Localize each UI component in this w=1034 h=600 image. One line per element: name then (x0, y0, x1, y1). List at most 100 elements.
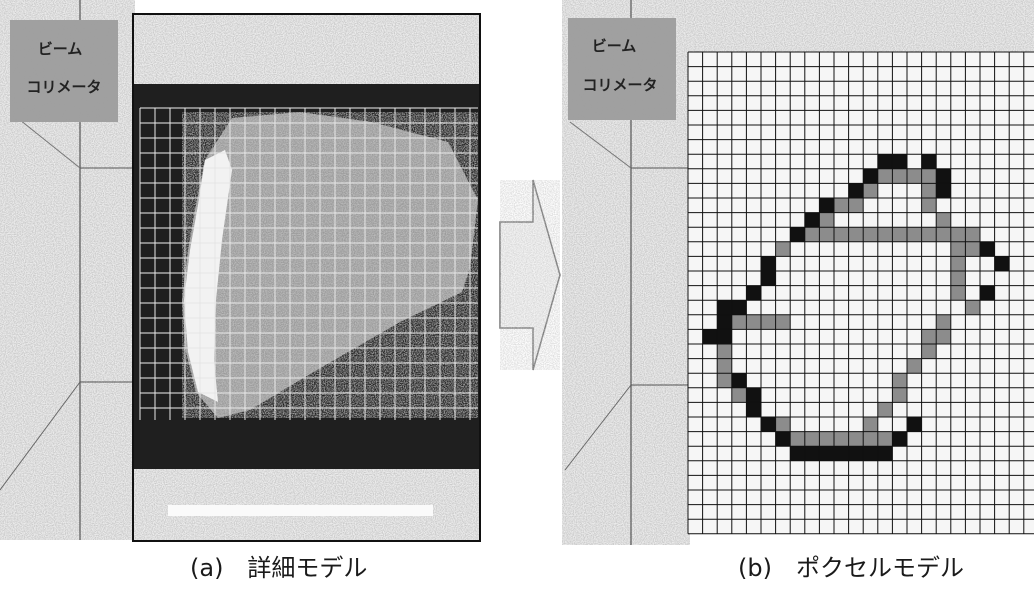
voxel-gray (950, 227, 966, 242)
room-edge-a (19, 119, 81, 169)
voxel-gray (907, 358, 922, 374)
voxel-gray (936, 329, 951, 344)
organ-texture (182, 112, 478, 418)
voxel-gray (965, 227, 980, 242)
voxel-gray (717, 358, 732, 374)
detailed-organ (182, 112, 478, 418)
detailed-mesh-grid (139, 107, 478, 420)
voxel-gray (775, 241, 791, 257)
caption-voxel-model: (b) ポクセルモデル (738, 554, 964, 582)
table-strip (168, 505, 433, 516)
voxel-black (775, 431, 791, 447)
voxel-black (863, 168, 878, 184)
voxel-gray (936, 212, 951, 228)
voxel-black (804, 446, 820, 461)
caption-detailed-model: (a) 詳細モデル (190, 554, 368, 582)
voxel-gray (834, 431, 849, 447)
voxel-black (863, 446, 878, 461)
voxel-gray (921, 168, 937, 184)
panel-a: ビーム コリメータ (0, 0, 481, 542)
voxel-black (994, 256, 1010, 271)
voxel-black (746, 285, 761, 301)
voxel-black (936, 183, 951, 198)
voxel-gray (731, 387, 747, 403)
voxel-gray (848, 431, 864, 447)
voxel-gray (950, 271, 966, 286)
collimator-label-line1: ビーム (38, 40, 83, 58)
voxel-gray (907, 227, 922, 242)
voxel-black (717, 300, 732, 315)
voxel-black (731, 373, 747, 388)
voxel-black (761, 256, 776, 271)
voxel-gray (950, 285, 966, 301)
voxel-gray (892, 387, 907, 403)
voxel-gray (965, 300, 980, 315)
voxel-gray (877, 168, 893, 184)
voxel-gray (863, 227, 878, 242)
voxel-gray (921, 329, 937, 344)
voxel-gray (921, 227, 937, 242)
room-edge-a (0, 381, 81, 491)
voxel-gray (775, 417, 791, 432)
collimator-label-line2: コリメータ (26, 78, 101, 96)
room-ceiling-texture (688, 0, 1034, 52)
room-edge-b (564, 384, 632, 471)
voxel-black (907, 417, 922, 432)
voxel-black (892, 154, 907, 169)
voxel-black (892, 431, 907, 447)
voxel-gray (877, 431, 893, 447)
voxel-black (717, 314, 732, 330)
voxel-gray (717, 373, 732, 388)
voxel-black (819, 198, 834, 213)
voxel-gray (731, 314, 747, 330)
voxel-gray (790, 431, 805, 447)
voxel-gray (848, 227, 864, 242)
voxel-gray (863, 183, 878, 198)
voxel-gray (819, 227, 834, 242)
voxel-gray (863, 431, 878, 447)
voxel-black (834, 446, 849, 461)
voxel-gray (877, 227, 893, 242)
voxel-black (877, 154, 893, 169)
voxel-gray (921, 344, 937, 359)
voxel-gray (746, 314, 761, 330)
voxel-gray (921, 198, 937, 213)
voxel-gray (877, 402, 893, 417)
voxel-gray (950, 256, 966, 271)
voxel-black (761, 271, 776, 286)
voxel-gray (804, 431, 820, 447)
voxel-gray (717, 344, 732, 359)
voxel-gray (936, 314, 951, 330)
voxel-gray (892, 227, 907, 242)
voxel-gray (804, 227, 820, 242)
voxel-gray (965, 241, 980, 257)
voxel-black (980, 285, 995, 301)
voxel-gray (921, 183, 937, 198)
voxel-gray (834, 198, 849, 213)
voxel-gray (907, 168, 922, 184)
voxel-gray (936, 227, 951, 242)
voxel-black (921, 154, 937, 169)
voxel-gray (950, 241, 966, 257)
collimator-label-line2: コリメータ (582, 76, 657, 94)
voxel-black (877, 446, 893, 461)
voxel-black (717, 329, 732, 344)
voxel-black (936, 168, 951, 184)
voxel-black (804, 212, 820, 228)
room-edge-b (569, 121, 632, 169)
voxel-black (790, 446, 805, 461)
collimator-badge-texture (10, 20, 118, 122)
voxel-gray (761, 314, 776, 330)
voxel-black (746, 402, 761, 417)
voxel-grid (687, 51, 1034, 535)
voxel-black (848, 446, 864, 461)
voxel-gray (775, 314, 791, 330)
voxel-black (848, 183, 864, 198)
voxel-black (702, 329, 718, 344)
collimator-label-line1: ビーム (592, 37, 637, 55)
voxel-gray (892, 168, 907, 184)
panel-b: ビーム コリメータ (562, 0, 1034, 545)
voxel-gray (848, 198, 864, 213)
voxel-gray (819, 431, 834, 447)
